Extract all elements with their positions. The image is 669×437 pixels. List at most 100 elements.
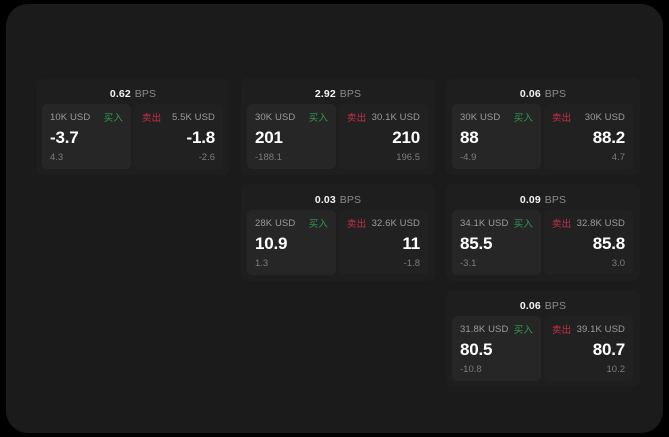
sell-size-label: 39.1K USD	[576, 323, 625, 335]
buy-panel-header: 30K USD 买入	[255, 111, 328, 125]
sell-sub-value: 3.0	[611, 258, 625, 269]
sell-panel[interactable]: 卖出 5.5K USD -1.8 -2.6	[134, 104, 223, 169]
spread-card[interactable]: 0.09 BPS 34.1K USD 买入 85.5 -3.1 卖出 32.8K USD 85.…	[446, 184, 640, 281]
sell-side-label: 卖出	[142, 113, 162, 124]
card-panels: 30K USD 买入 201 -188.1 卖出 30.1K USD 210 196.5	[247, 104, 429, 169]
bps-value: 2.92	[314, 88, 336, 100]
buy-sub-value: 1.3	[255, 258, 269, 269]
buy-size-label: 30K USD	[255, 111, 296, 123]
card-header: 0.06 BPS	[452, 84, 634, 104]
sell-panel[interactable]: 卖出 32.8K USD 85.8 3.0	[544, 210, 633, 275]
buy-value: 88	[460, 128, 479, 147]
sell-panel[interactable]: 卖出 32.6K USD 11 -1.8	[339, 210, 428, 275]
buy-side-label: 买入	[308, 219, 328, 230]
buy-sub-value: -4.9	[460, 152, 477, 163]
sell-side-label: 卖出	[552, 325, 572, 336]
spread-card[interactable]: 0.06 BPS 30K USD 买入 88 -4.9 卖出 30K USD 88.2 4.7	[446, 78, 640, 175]
card-column: 0.62 BPS 10K USD 买入 -3.7 4.3 卖出 5.5K USD -1.8 -2.…	[36, 78, 230, 175]
buy-panel-header: 30K USD 买入	[460, 111, 533, 125]
sell-value: 85.8	[592, 234, 625, 253]
buy-side-label: 买入	[513, 219, 533, 230]
app-panel: 0.62 BPS 10K USD 买入 -3.7 4.3 卖出 5.5K USD -1.8 -2.…	[6, 4, 663, 433]
spread-card[interactable]: 0.62 BPS 10K USD 买入 -3.7 4.3 卖出 5.5K USD -1.8 -2.…	[36, 78, 230, 175]
buy-side-label: 买入	[513, 113, 533, 124]
sell-side-label: 卖出	[552, 113, 572, 124]
buy-size-label: 28K USD	[255, 217, 296, 229]
buy-value: 10.9	[255, 234, 288, 253]
buy-panel[interactable]: 10K USD 买入 -3.7 4.3	[42, 104, 131, 169]
bps-value: 0.09	[519, 194, 541, 206]
card-panels: 31.8K USD 买入 80.5 -10.8 卖出 39.1K USD 80.7 10.2	[452, 316, 634, 381]
card-header: 0.03 BPS	[247, 190, 429, 210]
buy-sub-value: 4.3	[50, 152, 64, 163]
buy-panel[interactable]: 31.8K USD 买入 80.5 -10.8	[452, 316, 541, 381]
sell-value: 80.7	[592, 340, 625, 359]
buy-side-label: 买入	[308, 113, 328, 124]
sell-size-label: 30.1K USD	[371, 111, 420, 123]
buy-size-label: 30K USD	[460, 111, 501, 123]
bps-value: 0.06	[519, 300, 541, 312]
buy-panel-header: 34.1K USD 买入	[460, 217, 533, 231]
sell-sub-value: -2.6	[198, 152, 215, 163]
sell-size-label: 32.6K USD	[371, 217, 420, 229]
sell-panel-header: 卖出 32.6K USD	[347, 217, 420, 231]
bps-unit-label: BPS	[544, 300, 567, 312]
buy-sub-value: -10.8	[460, 364, 482, 375]
sell-side-label: 卖出	[552, 219, 572, 230]
card-panels: 28K USD 买入 10.9 1.3 卖出 32.6K USD 11 -1.8	[247, 210, 429, 275]
buy-size-label: 10K USD	[50, 111, 91, 123]
sell-panel[interactable]: 卖出 30K USD 88.2 4.7	[544, 104, 633, 169]
sell-panel[interactable]: 卖出 39.1K USD 80.7 10.2	[544, 316, 633, 381]
sell-panel-header: 卖出 5.5K USD	[142, 111, 215, 125]
buy-side-label: 买入	[103, 113, 123, 124]
card-panels: 34.1K USD 买入 85.5 -3.1 卖出 32.8K USD 85.8 3.0	[452, 210, 634, 275]
card-header: 0.09 BPS	[452, 190, 634, 210]
bps-unit-label: BPS	[544, 88, 567, 100]
card-header: 0.62 BPS	[42, 84, 224, 104]
sell-sub-value: -1.8	[403, 258, 420, 269]
card-panels: 30K USD 买入 88 -4.9 卖出 30K USD 88.2 4.7	[452, 104, 634, 169]
sell-panel-header: 卖出 39.1K USD	[552, 323, 625, 337]
sell-panel-header: 卖出 30K USD	[552, 111, 625, 125]
sell-size-label: 32.8K USD	[576, 217, 625, 229]
sell-value: 11	[402, 234, 420, 253]
sell-side-label: 卖出	[347, 219, 367, 230]
card-column: 2.92 BPS 30K USD 买入 201 -188.1 卖出 30.1K USD 210 1…	[241, 78, 435, 281]
buy-panel-header: 28K USD 买入	[255, 217, 328, 231]
buy-size-label: 31.8K USD	[460, 323, 509, 335]
buy-value: 80.5	[460, 340, 493, 359]
sell-side-label: 卖出	[347, 113, 367, 124]
buy-sub-value: -188.1	[255, 152, 282, 163]
buy-value: 85.5	[460, 234, 493, 253]
buy-sub-value: -3.1	[460, 258, 477, 269]
buy-side-label: 买入	[513, 325, 533, 336]
buy-value: -3.7	[50, 128, 79, 147]
spread-card[interactable]: 0.06 BPS 31.8K USD 买入 80.5 -10.8 卖出 39.1K USD 80…	[446, 290, 640, 387]
card-panels: 10K USD 买入 -3.7 4.3 卖出 5.5K USD -1.8 -2.6	[42, 104, 224, 169]
sell-panel-header: 卖出 30.1K USD	[347, 111, 420, 125]
bps-unit-label: BPS	[134, 88, 157, 100]
card-header: 0.06 BPS	[452, 296, 634, 316]
buy-panel[interactable]: 34.1K USD 买入 85.5 -3.1	[452, 210, 541, 275]
sell-value: 88.2	[592, 128, 625, 147]
buy-size-label: 34.1K USD	[460, 217, 509, 229]
sell-sub-value: 196.5	[396, 152, 420, 163]
sell-panel-header: 卖出 32.8K USD	[552, 217, 625, 231]
sell-size-label: 30K USD	[584, 111, 625, 123]
buy-value: 201	[255, 128, 283, 147]
buy-panel[interactable]: 28K USD 买入 10.9 1.3	[247, 210, 336, 275]
sell-value: 210	[392, 128, 420, 147]
buy-panel[interactable]: 30K USD 买入 88 -4.9	[452, 104, 541, 169]
bps-unit-label: BPS	[544, 194, 567, 206]
bps-value: 0.03	[314, 194, 336, 206]
bps-unit-label: BPS	[339, 88, 362, 100]
buy-panel[interactable]: 30K USD 买入 201 -188.1	[247, 104, 336, 169]
card-header: 2.92 BPS	[247, 84, 429, 104]
spread-card[interactable]: 2.92 BPS 30K USD 买入 201 -188.1 卖出 30.1K USD 210 1…	[241, 78, 435, 175]
spread-card[interactable]: 0.03 BPS 28K USD 买入 10.9 1.3 卖出 32.6K USD 11 -1.8	[241, 184, 435, 281]
spread-card-grid: 0.62 BPS 10K USD 买入 -3.7 4.3 卖出 5.5K USD -1.8 -2.…	[36, 78, 640, 387]
sell-value: -1.8	[186, 128, 216, 147]
buy-panel-header: 31.8K USD 买入	[460, 323, 533, 337]
buy-panel-header: 10K USD 买入	[50, 111, 123, 125]
sell-panel[interactable]: 卖出 30.1K USD 210 196.5	[339, 104, 428, 169]
